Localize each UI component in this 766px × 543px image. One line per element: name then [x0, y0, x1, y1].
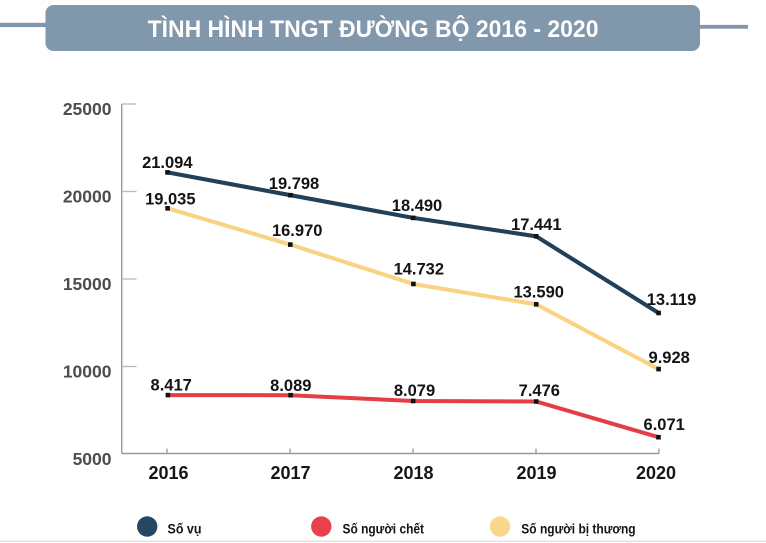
svg-text:9.928: 9.928 — [649, 349, 690, 367]
svg-text:13.119: 13.119 — [647, 291, 697, 309]
svg-text:21.094: 21.094 — [142, 154, 193, 172]
svg-text:Số người chết: Số người chết — [343, 521, 425, 537]
svg-text:20000: 20000 — [63, 187, 112, 207]
svg-text:6.071: 6.071 — [644, 416, 685, 434]
svg-text:25000: 25000 — [63, 99, 112, 119]
svg-text:2019: 2019 — [516, 463, 556, 483]
svg-text:5000: 5000 — [73, 449, 112, 469]
svg-text:17.441: 17.441 — [511, 216, 561, 234]
svg-text:2016: 2016 — [148, 463, 188, 483]
svg-text:16.970: 16.970 — [272, 222, 322, 240]
svg-text:Số người bị thương: Số người bị thương — [521, 521, 635, 537]
svg-text:2018: 2018 — [393, 463, 433, 483]
svg-text:8.079: 8.079 — [394, 382, 435, 400]
svg-text:2017: 2017 — [270, 463, 310, 483]
svg-text:TÌNH HÌNH TNGT ĐƯỜNG BỘ 2016 -: TÌNH HÌNH TNGT ĐƯỜNG BỘ 2016 - 2020 — [148, 15, 599, 43]
svg-text:8.089: 8.089 — [270, 377, 311, 395]
svg-text:19.798: 19.798 — [269, 175, 319, 193]
svg-text:2020: 2020 — [636, 463, 676, 483]
svg-text:15000: 15000 — [63, 274, 112, 294]
svg-text:18.490: 18.490 — [392, 197, 442, 215]
svg-text:14.732: 14.732 — [394, 260, 444, 278]
svg-text:19.035: 19.035 — [145, 190, 195, 208]
svg-text:13.590: 13.590 — [513, 284, 563, 302]
svg-text:10000: 10000 — [63, 362, 112, 382]
svg-text:7.476: 7.476 — [519, 382, 560, 400]
svg-text:8.417: 8.417 — [151, 376, 192, 394]
svg-text:Số vụ: Số vụ — [168, 521, 202, 537]
